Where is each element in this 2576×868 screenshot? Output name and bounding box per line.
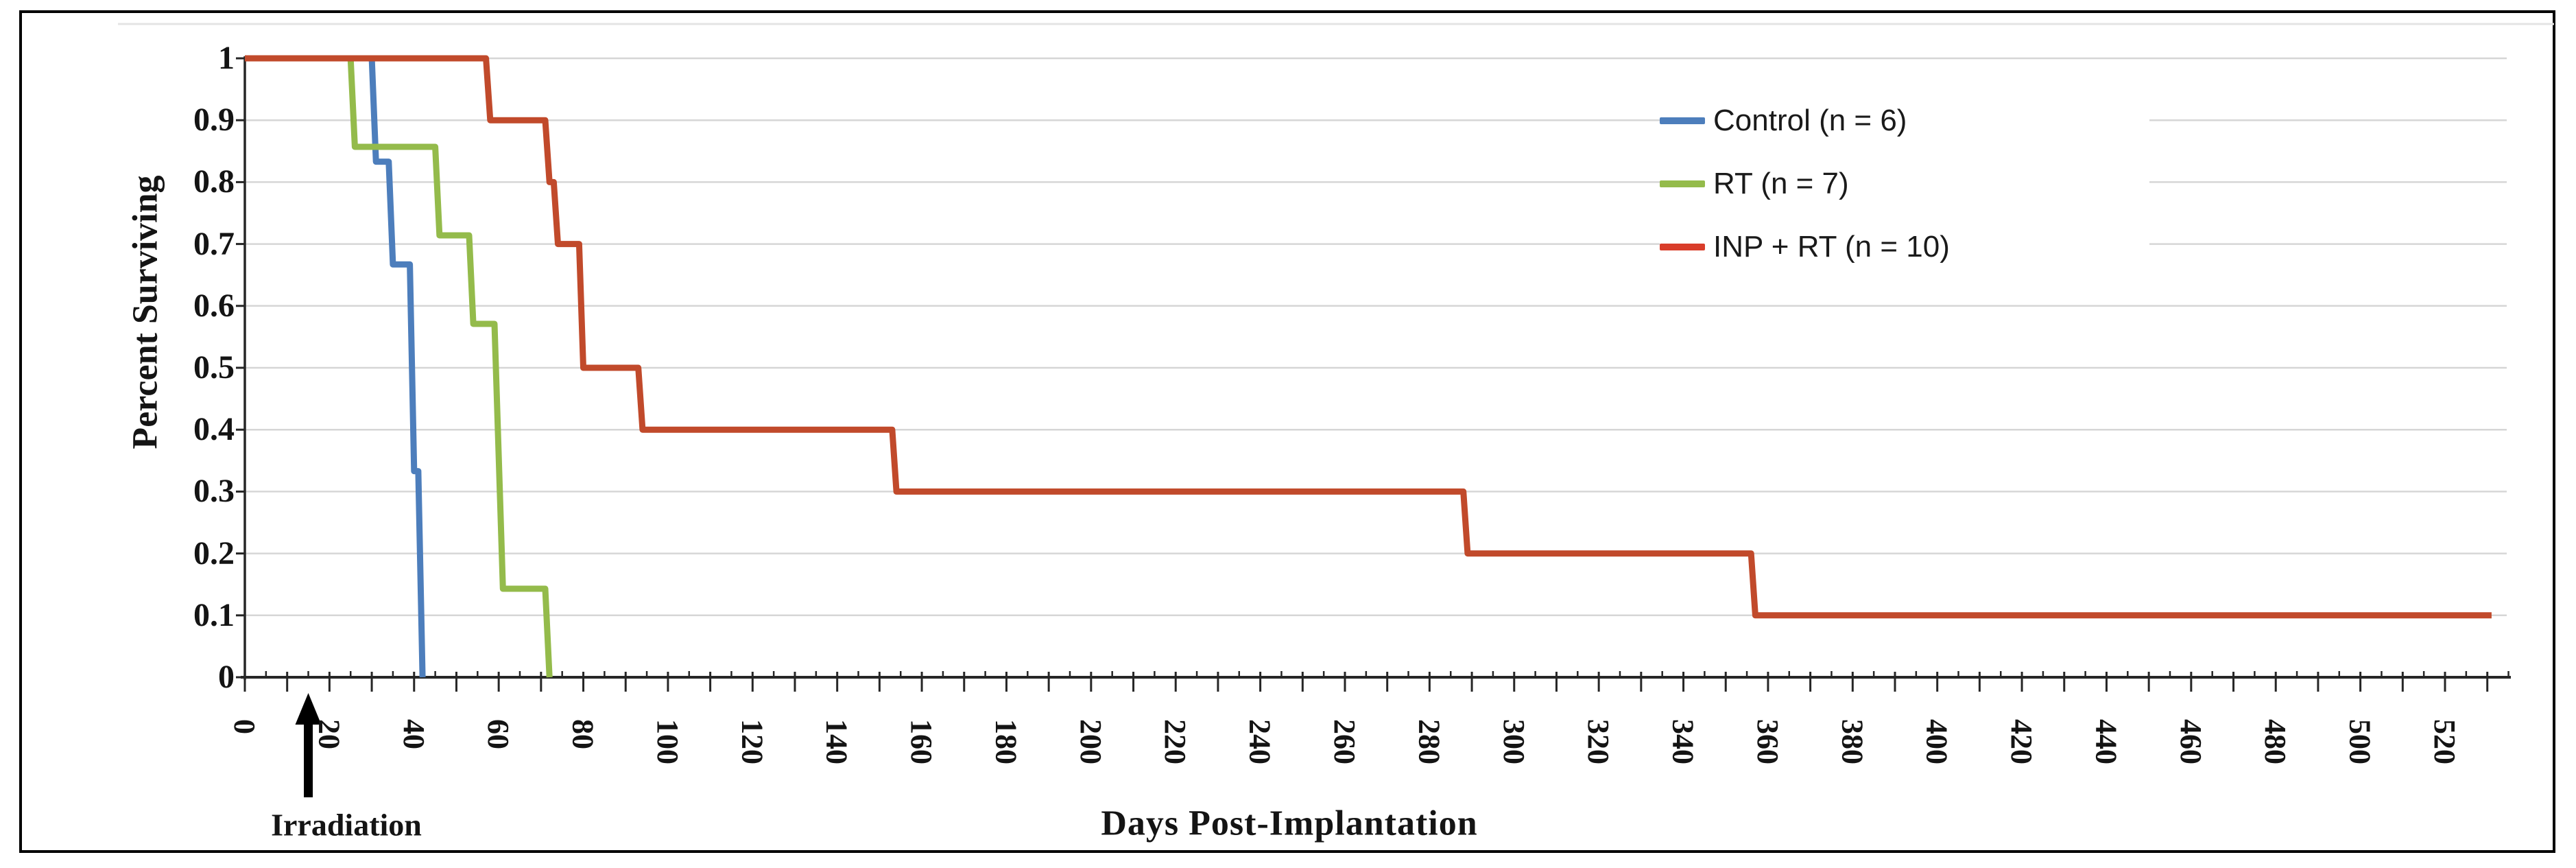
y-tick-label-0.8: 0.8 — [193, 163, 235, 200]
x-tick-label-400: 400 — [1920, 719, 1954, 764]
x-tick-label-440: 440 — [2089, 719, 2123, 764]
legend-row-2: INP + RT (n = 10) — [1660, 215, 2149, 279]
x-tick-label-340: 340 — [1666, 719, 1700, 764]
x-tick-label-100: 100 — [650, 719, 684, 764]
y-tick-label-0.4: 0.4 — [193, 411, 235, 448]
y-tick-label-0: 0 — [218, 659, 235, 695]
legend-swatch-icon — [1660, 117, 1705, 124]
legend-label: RT (n = 7) — [1713, 167, 1849, 200]
x-tick-label-380: 380 — [1835, 719, 1870, 764]
series-line-0 — [245, 55, 426, 678]
legend-label: INP + RT (n = 10) — [1713, 230, 1950, 263]
y-tick-label-0.9: 0.9 — [193, 102, 235, 139]
x-tick-label-220: 220 — [1158, 719, 1193, 764]
figure-border — [19, 10, 2555, 853]
x-tick-label-320: 320 — [1582, 719, 1616, 764]
irradiation-arrow-head — [295, 693, 322, 725]
x-tick-label-80: 80 — [566, 719, 600, 749]
x-tick-label-200: 200 — [1073, 719, 1108, 764]
x-tick-label-60: 60 — [481, 719, 516, 749]
x-tick-label-120: 120 — [735, 719, 770, 764]
y-tick-label-1: 1 — [218, 40, 235, 76]
x-tick-label-240: 240 — [1243, 719, 1277, 764]
legend-swatch-icon — [1660, 244, 1705, 250]
x-tick-label-420: 420 — [2005, 719, 2039, 764]
series-line-2 — [245, 55, 2492, 619]
x-tick-label-160: 160 — [905, 719, 939, 764]
y-tick-label-0.6: 0.6 — [193, 287, 235, 324]
x-tick-label-480: 480 — [2258, 719, 2293, 764]
y-tick-label-0.1: 0.1 — [193, 596, 235, 633]
x-tick-label-360: 360 — [1750, 719, 1785, 764]
y-tick-label-0.7: 0.7 — [193, 225, 235, 262]
y-tick-label-0.5: 0.5 — [193, 349, 235, 386]
x-tick-label-520: 520 — [2428, 719, 2461, 764]
legend-row-1: RT (n = 7) — [1660, 152, 2149, 215]
x-tick-label-460: 460 — [2173, 719, 2208, 764]
x-tick-label-260: 260 — [1328, 719, 1361, 764]
x-tick-label-20: 20 — [312, 719, 346, 749]
x-tick-label-180: 180 — [989, 719, 1023, 764]
legend: Control (n = 6) RT (n = 7) INP + RT (n = 1… — [1660, 89, 2149, 279]
legend-row-0: Control (n = 6) — [1660, 89, 2149, 152]
y-tick-label-0.2: 0.2 — [193, 535, 235, 572]
series-line-1 — [245, 55, 553, 678]
x-tick-label-300: 300 — [1496, 719, 1531, 764]
x-axis-title: Days Post-Implantation — [1101, 804, 1478, 843]
legend-swatch-icon — [1660, 180, 1705, 187]
x-tick-label-280: 280 — [1412, 719, 1446, 764]
irradiation-annotation-label: Irradiation — [271, 807, 422, 843]
x-tick-label-500: 500 — [2343, 719, 2377, 764]
x-tick-label-0: 0 — [228, 719, 261, 734]
x-tick-label-40: 40 — [396, 719, 431, 749]
legend-label: Control (n = 6) — [1713, 104, 1907, 137]
x-tick-label-140: 140 — [820, 719, 854, 764]
y-tick-label-0.3: 0.3 — [193, 473, 235, 510]
